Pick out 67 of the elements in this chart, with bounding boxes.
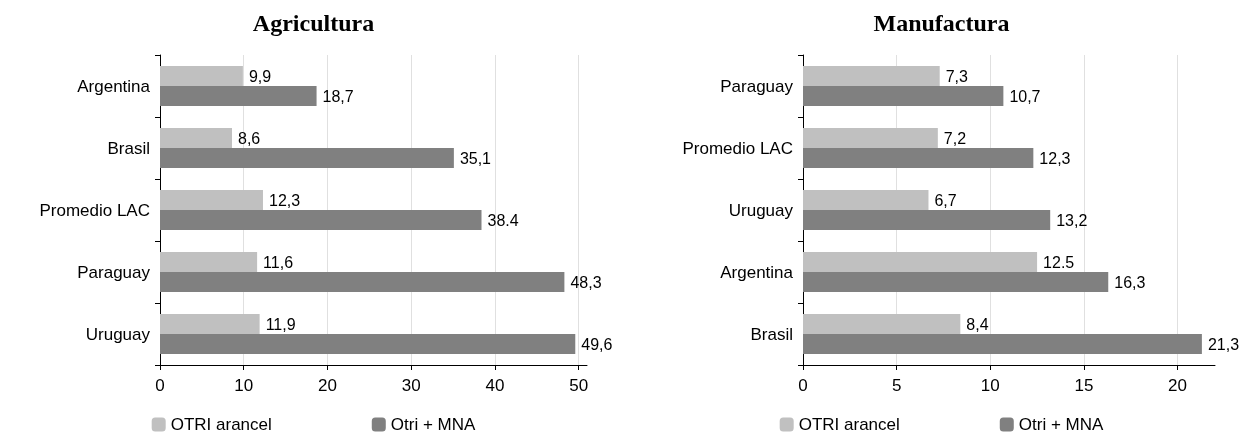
legend-label: OTRI arancel — [170, 415, 272, 434]
bar — [803, 252, 1038, 272]
y-tick-label: Uruguay — [728, 200, 794, 220]
bar — [803, 128, 938, 148]
x-tick-label: 10 — [234, 376, 254, 395]
data-label: 7,3 — [945, 67, 969, 85]
x-tick-label: 20 — [317, 376, 337, 395]
y-tick-label: Paraguay — [720, 76, 794, 96]
data-label: 10,7 — [1009, 87, 1041, 105]
bar — [803, 210, 1051, 230]
y-tick-label: Argentina — [77, 76, 151, 96]
x-tick-label: 5 — [891, 376, 902, 395]
data-label: 6,7 — [934, 191, 957, 209]
data-label: 48,3 — [570, 273, 602, 291]
x-tick-label: 30 — [401, 376, 421, 395]
y-tick-label: Promedio LAC — [39, 200, 150, 220]
x-tick-label: 40 — [485, 376, 505, 395]
y-tick-label: Brasil — [107, 138, 150, 158]
data-label: 12,3 — [268, 191, 301, 209]
bar — [160, 334, 576, 354]
chart-title: Agricultura — [252, 10, 375, 36]
data-label: 38.4 — [487, 211, 519, 229]
bar — [803, 314, 961, 334]
bar — [803, 86, 1004, 106]
bar — [160, 314, 260, 334]
legend-label: Otri + MNA — [1018, 415, 1104, 434]
bar — [160, 190, 263, 210]
x-tick-label: 50 — [569, 376, 589, 395]
data-label: 35,1 — [459, 149, 492, 167]
x-tick-label: 0 — [798, 376, 808, 395]
data-label: 9,9 — [248, 67, 272, 85]
y-tick-label: Brasil — [750, 324, 793, 344]
legend-label: Otri + MNA — [390, 415, 476, 434]
data-label: 7,2 — [943, 129, 967, 147]
data-label: 16,3 — [1114, 273, 1146, 291]
data-label: 11,6 — [263, 253, 294, 271]
data-label: 49,6 — [581, 335, 613, 353]
legend-label: OTRI arancel — [798, 415, 900, 434]
bar — [160, 86, 317, 106]
x-tick-label: 20 — [1168, 376, 1188, 395]
bar — [803, 66, 940, 86]
x-tick-label: 15 — [1074, 376, 1094, 395]
y-tick-label: Promedio LAC — [682, 138, 793, 158]
data-label: 8,4 — [966, 315, 989, 333]
data-label: 11,9 — [265, 315, 296, 333]
x-tick-label: 10 — [980, 376, 1000, 395]
bar — [160, 272, 565, 292]
bar — [803, 190, 929, 210]
bar — [803, 334, 1202, 354]
bar — [160, 148, 454, 168]
data-label: 12.5 — [1043, 253, 1075, 271]
y-tick-label: Argentina — [720, 262, 794, 282]
data-label: 18,7 — [322, 87, 354, 105]
bar — [160, 128, 232, 148]
bar — [160, 66, 243, 86]
y-tick-label: Uruguay — [85, 324, 151, 344]
data-label: 13,2 — [1056, 211, 1088, 229]
data-label: 8,6 — [238, 129, 261, 147]
bar — [160, 252, 258, 272]
chart-title: Manufactura — [873, 10, 1010, 36]
bar — [803, 148, 1034, 168]
data-label: 21,3 — [1207, 335, 1240, 353]
x-tick-label: 0 — [155, 376, 165, 395]
data-label: 12,3 — [1039, 149, 1071, 167]
bar — [803, 272, 1109, 292]
y-tick-label: Paraguay — [77, 262, 151, 282]
bar — [160, 210, 482, 230]
